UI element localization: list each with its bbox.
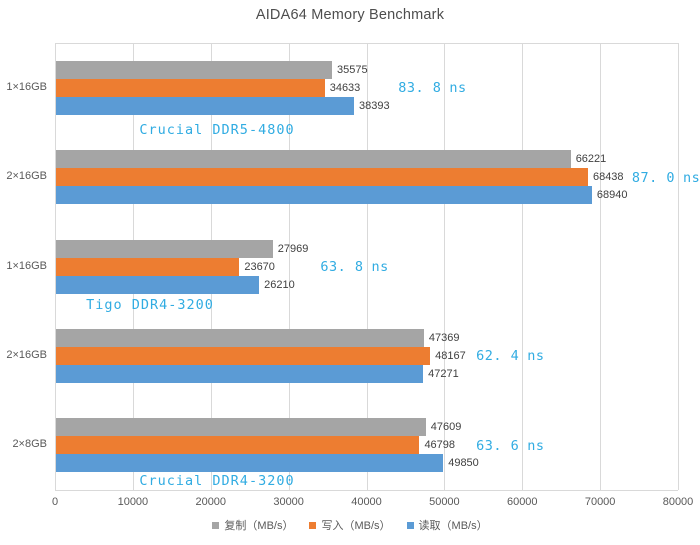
gridline: [55, 43, 56, 490]
value-label: 66221: [575, 153, 607, 166]
bar-copy: [56, 60, 333, 79]
bar-read: [56, 275, 260, 294]
value-label: 49850: [448, 457, 479, 470]
value-label: 38393: [358, 99, 390, 112]
bar-write: [56, 168, 588, 187]
value-label: 47271: [428, 367, 459, 380]
value-label: 26210: [264, 278, 295, 291]
legend-swatch-icon: [212, 521, 220, 529]
bar-copy: [56, 239, 273, 258]
bar-read: [56, 454, 444, 473]
legend-label: 写入（MB/s）: [321, 520, 391, 532]
x-tick-label: 40000: [351, 496, 382, 508]
legend-item: 复制（MB/s）: [212, 517, 293, 533]
x-tick-label: 10000: [117, 496, 149, 508]
latency-value: 63. 6: [476, 437, 520, 454]
latency-unit: ns: [449, 80, 467, 97]
product-annotation: Tigo DDR4-3200: [86, 297, 214, 313]
value-label: 48167: [435, 349, 466, 362]
value-label: 27969: [277, 242, 309, 255]
value-label: 47609: [430, 421, 462, 434]
category-label: 1×16GB: [6, 259, 47, 272]
legend-label: 复制（MB/s）: [224, 520, 294, 532]
bar-read: [56, 186, 592, 205]
legend-item: 写入（MB/s）: [309, 517, 391, 533]
legend-item: 读取（MB/s）: [406, 517, 488, 533]
x-tick-label: 60000: [506, 496, 538, 508]
gridline: [444, 43, 446, 490]
legend-swatch-icon: [406, 521, 414, 529]
category-label: 2×16GB: [6, 170, 47, 183]
value-label: 23670: [244, 260, 275, 273]
value-label: 34633: [329, 81, 361, 94]
category-label: 1×16GB: [6, 80, 47, 93]
category-label: 2×8GB: [12, 438, 47, 451]
product-annotation: Crucial DDR4-3200: [139, 473, 295, 489]
gridline: [600, 43, 602, 490]
x-tick-label: 70000: [584, 496, 616, 508]
bar-read: [56, 364, 424, 383]
x-tick-label: 0: [51, 496, 59, 508]
value-label: 35575: [337, 63, 368, 76]
legend: 复制（MB/s） 写入（MB/s） 读取（MB/s）: [0, 517, 700, 533]
bar-copy: [56, 418, 426, 437]
gridline: [366, 43, 368, 490]
latency-value: 62. 4: [476, 348, 520, 365]
x-tick-label: 30000: [273, 496, 304, 508]
latency-value: 87. 0: [631, 169, 675, 186]
bar-write: [56, 436, 420, 455]
bar-copy: [56, 328, 424, 347]
gridline: [522, 43, 524, 490]
product-annotation: Crucial DDR5-4800: [139, 122, 295, 138]
category-label: 2×16GB: [6, 348, 47, 361]
plot-top-border: [55, 43, 678, 44]
x-axis-line: [55, 490, 678, 491]
latency-value: 83. 8: [398, 80, 442, 97]
value-label: 46798: [424, 439, 456, 452]
gridline: [678, 43, 679, 490]
bar-write: [56, 257, 240, 276]
latency-value: 63. 8: [320, 259, 364, 275]
bar-write: [56, 346, 431, 365]
latency-unit: ns: [527, 348, 545, 365]
value-label: 47369: [428, 331, 460, 344]
latency-unit: ns: [527, 437, 545, 454]
bar-write: [56, 78, 325, 97]
gridline: [288, 43, 290, 490]
chart-title: AIDA64 Memory Benchmark: [255, 7, 445, 23]
x-tick-label: 20000: [195, 496, 227, 508]
value-label: 68438: [592, 171, 624, 184]
legend-label: 读取（MB/s）: [418, 520, 488, 532]
x-tick-label: 50000: [429, 496, 460, 508]
x-tick-label: 80000: [662, 496, 694, 508]
latency-unit: ns: [371, 259, 389, 275]
latency-unit: ns: [683, 169, 700, 186]
legend-swatch-icon: [309, 521, 317, 529]
bar-read: [56, 96, 354, 115]
value-label: 68940: [596, 189, 628, 202]
bar-copy: [56, 150, 571, 169]
